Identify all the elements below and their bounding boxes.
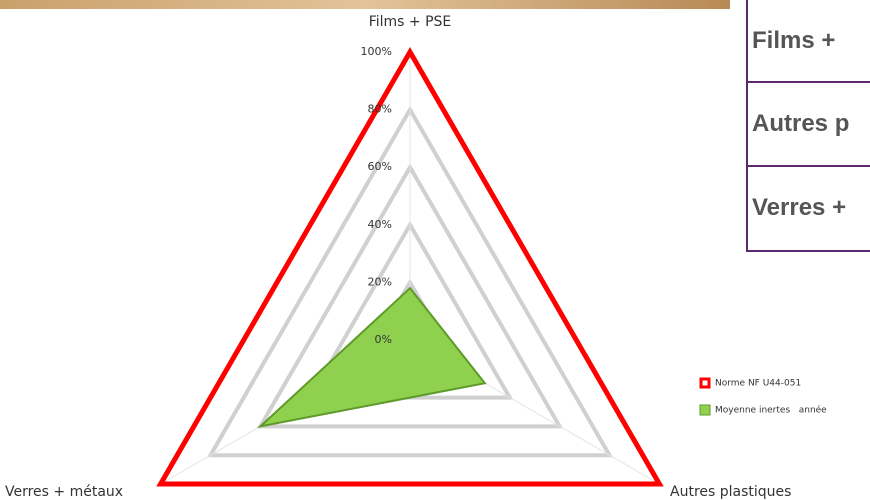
y-tick-label: 100% xyxy=(361,45,392,58)
table-row: Films + xyxy=(748,0,870,84)
series-shape xyxy=(257,286,487,429)
category-label: Verres + métaux xyxy=(5,484,123,500)
y-tick-label: 80% xyxy=(368,103,392,116)
y-tick-label: 0% xyxy=(375,333,392,346)
legend-marker xyxy=(699,377,711,389)
y-tick-label: 60% xyxy=(368,160,392,173)
legend-label: Norme NF U44-051 xyxy=(715,379,801,389)
category-label: Films + PSE xyxy=(369,14,452,30)
photo-strip xyxy=(0,0,730,9)
grid-line xyxy=(207,105,613,458)
category-label: Autres plastiques xyxy=(670,484,791,500)
y-tick-label: 40% xyxy=(368,218,392,231)
legend-marker xyxy=(699,404,711,416)
grid-line xyxy=(256,163,564,429)
table-row: Autres p xyxy=(748,83,870,167)
legend-label: Moyenne inertes année xyxy=(715,405,827,416)
table-row: Verres + xyxy=(752,194,847,222)
series-shape xyxy=(156,47,664,487)
y-tick-label: 20% xyxy=(368,275,392,288)
table: Films + Autres p Verres + xyxy=(746,0,870,252)
